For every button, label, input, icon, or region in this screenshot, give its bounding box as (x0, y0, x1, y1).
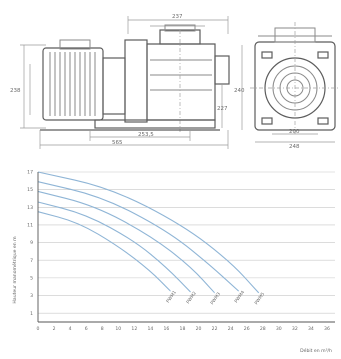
y-tick-label: 3 (30, 293, 33, 299)
dim-mid-height: 227 (217, 106, 228, 112)
x-tick-labels: 0 2 4 6 8 10 12 14 16 18 20 22 24 26 28 30 32 34 36 (37, 326, 330, 332)
chart-grid (38, 171, 335, 314)
x-tick-label: 36 (324, 326, 330, 332)
x-axis-label: Débit en m³/h (300, 347, 332, 354)
chart-series: PWM1 PWM2 PWM3 PWM4 PWM5 (37, 171, 266, 306)
series-line-4 (37, 181, 240, 292)
side-view-drawing: 237 238 (10, 14, 230, 149)
front-view-drawing: 240 200 248 (234, 22, 340, 150)
series-label-1: PWM1 (165, 290, 178, 305)
series-label-2: PWM2 (185, 290, 198, 305)
x-tick-label: 12 (131, 326, 137, 332)
x-tick-label: 24 (228, 326, 234, 332)
y-axis-label: Hauteur manométrique en m (11, 236, 18, 304)
x-tick-label: 30 (276, 326, 282, 332)
y-tick-label: 17 (27, 170, 33, 176)
y-tick-label: 1 (30, 311, 33, 317)
y-tick-label: 13 (27, 205, 33, 211)
motor-cooling-fins (49, 52, 96, 116)
y-tick-label: 9 (30, 240, 33, 246)
dim-front-base-2: 248 (289, 144, 300, 150)
series-line-2 (37, 201, 191, 293)
dim-front-height: 240 (234, 88, 245, 94)
dim-side-height: 238 (10, 88, 21, 94)
x-tick-label: 22 (212, 326, 218, 332)
series-label-5: PWM5 (253, 291, 266, 306)
series-label-4: PWM4 (233, 290, 246, 305)
series-label-3: PWM3 (209, 291, 222, 306)
x-tick-label: 6 (85, 326, 88, 332)
x-tick-label: 14 (147, 326, 153, 332)
series-line-5 (37, 171, 260, 294)
x-tick-label: 32 (292, 326, 298, 332)
x-tick-label: 10 (115, 326, 121, 332)
x-tick-label: 8 (101, 326, 104, 332)
x-tick-label: 0 (37, 326, 40, 332)
x-tick-label: 20 (196, 326, 202, 332)
x-tick-label: 18 (180, 326, 186, 332)
x-tick-label: 26 (244, 326, 250, 332)
y-tick-label: 11 (27, 223, 33, 229)
x-tick-label: 4 (69, 326, 72, 332)
y-tick-label: 15 (27, 187, 33, 193)
x-tick-label: 16 (164, 326, 170, 332)
y-tick-label: 5 (30, 275, 33, 281)
performance-chart: Hauteur manométrique en m Débit en m³/h … (11, 170, 335, 354)
dim-length-a: 253,5 (138, 132, 154, 138)
y-tick-label: 7 (30, 258, 33, 264)
x-tick-label: 28 (260, 326, 266, 332)
dim-overall-top: 237 (172, 14, 183, 20)
x-tick-label: 34 (308, 326, 314, 332)
series-line-3 (37, 190, 216, 294)
dim-front-base-1: 200 (289, 129, 300, 135)
series-line-1 (37, 211, 171, 292)
x-tick-label: 2 (53, 326, 56, 332)
dim-length-b: 565 (112, 140, 123, 146)
